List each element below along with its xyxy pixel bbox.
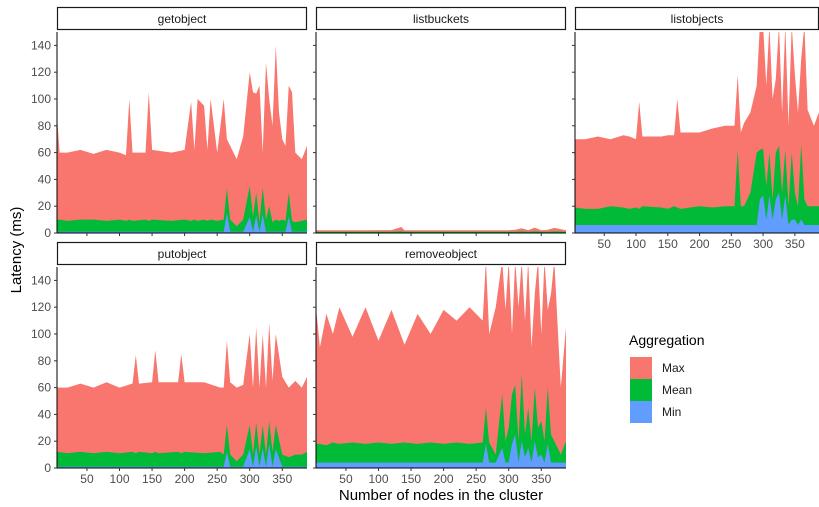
x-tick-label: 50 bbox=[598, 237, 612, 251]
facet-panel-listobjects: listobjects 50 100 150 200 250 300 350 bbox=[572, 6, 819, 251]
facet-areas bbox=[316, 267, 566, 468]
y-tick-label: 140 bbox=[31, 273, 51, 287]
facet-strip bbox=[56, 241, 308, 266]
facet-areas bbox=[57, 323, 307, 468]
legend: Aggregation Max Mean Min bbox=[629, 332, 705, 423]
x-tick-label: 300 bbox=[240, 472, 260, 486]
x-tick-label: 350 bbox=[272, 472, 292, 486]
x-tick-label: 350 bbox=[531, 472, 551, 486]
legend-key-mean bbox=[630, 379, 652, 401]
x-tick-label: 250 bbox=[466, 472, 486, 486]
legend-label-min: Min bbox=[662, 405, 681, 419]
area-series-min bbox=[57, 443, 307, 468]
x-tick-label: 300 bbox=[753, 237, 773, 251]
x-tick-label: 350 bbox=[785, 237, 805, 251]
facet-strip-label: getobject bbox=[158, 12, 207, 26]
y-tick-label: 100 bbox=[31, 92, 51, 106]
legend-title: Aggregation bbox=[629, 332, 705, 348]
y-tick-label: 60 bbox=[38, 146, 52, 160]
x-tick-label: 150 bbox=[658, 237, 678, 251]
area-series-min bbox=[316, 434, 566, 468]
y-tick-label: 60 bbox=[38, 381, 52, 395]
y-tick-label: 0 bbox=[44, 226, 51, 240]
x-axis-title: Number of nodes in the cluster bbox=[339, 487, 543, 504]
y-tick-label: 0 bbox=[44, 461, 51, 475]
facet-strip bbox=[56, 6, 308, 31]
area-series-max bbox=[57, 323, 307, 468]
x-tick-label: 200 bbox=[175, 472, 195, 486]
y-tick-label: 40 bbox=[38, 407, 52, 421]
facet-panel-putobject: putobject 0 20 40 60 80 100 120 140 50 100 150 200 25… bbox=[31, 241, 308, 486]
area-series-mean bbox=[316, 374, 566, 468]
y-axis-title: Latency (ms) bbox=[8, 207, 25, 294]
x-tick-label: 250 bbox=[721, 237, 741, 251]
facet-strip-label: putobject bbox=[158, 247, 207, 261]
y-tick-label: 140 bbox=[31, 38, 51, 52]
facet-panel-listbuckets: listbuckets bbox=[313, 6, 567, 236]
facet-panel-getobject: getobject 0 20 40 60 80 100 120 140 bbox=[31, 6, 308, 240]
area-series-mean bbox=[57, 421, 307, 468]
facet-strip bbox=[315, 241, 567, 266]
y-tick-label: 120 bbox=[31, 300, 51, 314]
x-tick-label: 150 bbox=[401, 472, 421, 486]
area-series-max bbox=[316, 227, 566, 233]
y-tick-label: 100 bbox=[31, 327, 51, 341]
x-tick-label: 150 bbox=[142, 472, 162, 486]
y-tick-label: 20 bbox=[38, 199, 52, 213]
facet-areas bbox=[575, 32, 819, 233]
x-tick-label: 100 bbox=[109, 472, 129, 486]
facet-areas bbox=[57, 45, 307, 233]
area-series-min bbox=[57, 212, 307, 233]
y-tick-label: 80 bbox=[38, 119, 52, 133]
y-tick-label: 20 bbox=[38, 434, 52, 448]
legend-label-max: Max bbox=[662, 361, 685, 375]
x-tick-label: 250 bbox=[207, 472, 227, 486]
y-tick-label: 80 bbox=[38, 354, 52, 368]
y-tick-label: 120 bbox=[31, 65, 51, 79]
legend-key-min bbox=[630, 401, 652, 423]
x-tick-label: 50 bbox=[80, 472, 94, 486]
legend-label-mean: Mean bbox=[662, 383, 692, 397]
x-tick-label: 200 bbox=[434, 472, 454, 486]
x-tick-label: 100 bbox=[626, 237, 646, 251]
x-tick-label: 300 bbox=[499, 472, 519, 486]
facet-strip-label: listobjects bbox=[671, 12, 724, 26]
facet-areas bbox=[316, 227, 566, 233]
facet-strip bbox=[315, 6, 567, 31]
legend-key-max bbox=[630, 357, 652, 379]
facet-strip-label: listbuckets bbox=[413, 12, 469, 26]
facet-panel-removeobject: removeobject 50 100 150 200 250 300 350 bbox=[313, 241, 567, 486]
area-series-min bbox=[575, 192, 819, 233]
facet-strip-label: removeobject bbox=[405, 247, 478, 261]
x-tick-label: 50 bbox=[339, 472, 353, 486]
y-tick-label: 40 bbox=[38, 172, 52, 186]
x-tick-label: 200 bbox=[690, 237, 710, 251]
area-series-max bbox=[57, 45, 307, 233]
x-tick-label: 100 bbox=[368, 472, 388, 486]
area-series-mean bbox=[575, 144, 819, 233]
area-series-mean bbox=[57, 186, 307, 233]
